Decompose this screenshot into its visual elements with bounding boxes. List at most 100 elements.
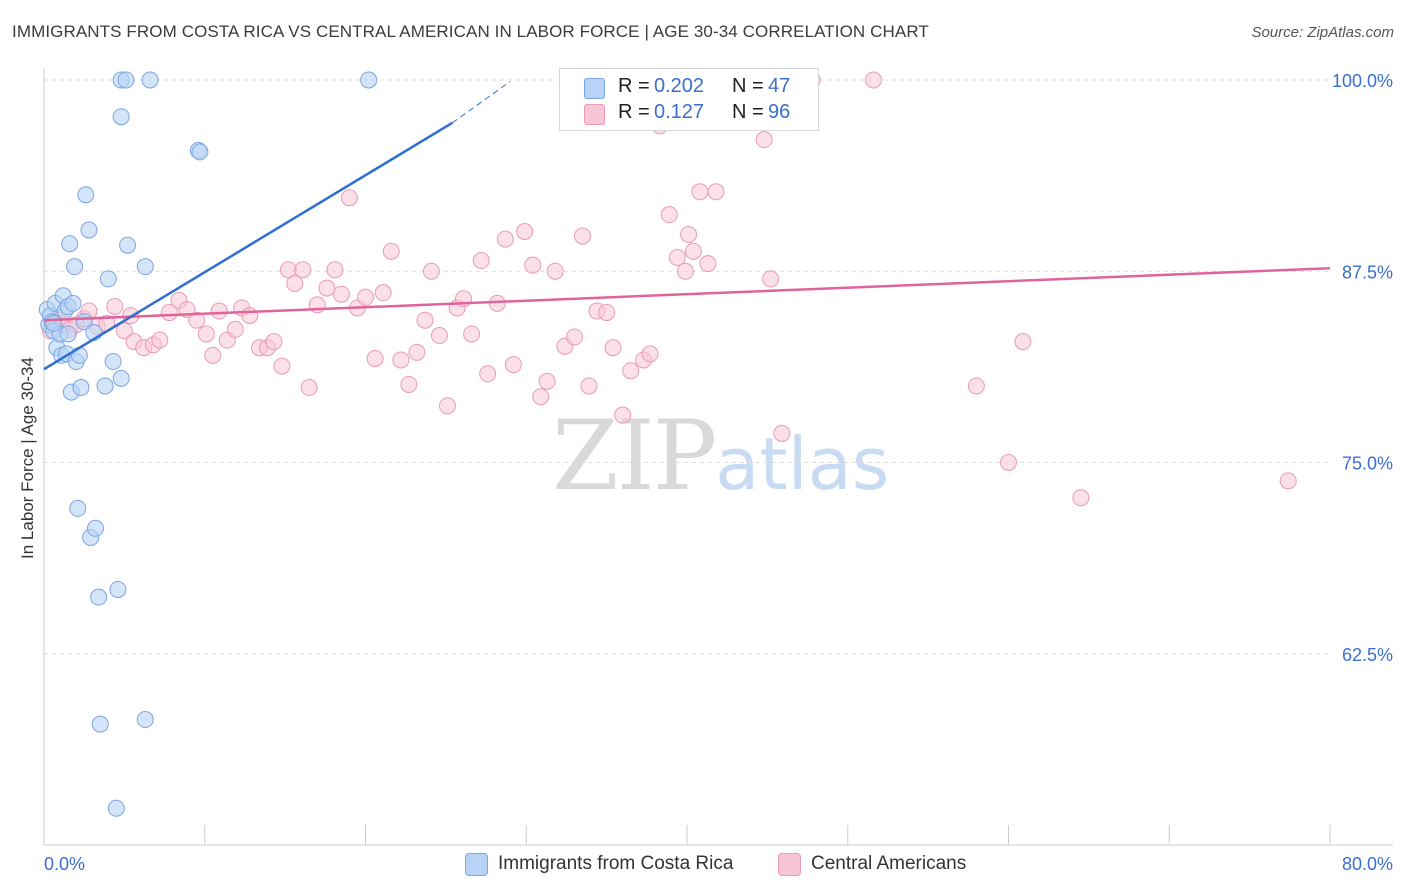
legend-r-value: 0.202	[654, 75, 705, 97]
data-point-costa-rica	[191, 143, 209, 161]
data-point-costa-rica	[360, 71, 378, 89]
data-point-central-americans	[318, 279, 336, 297]
y-tick-label: 62.5%	[1342, 645, 1393, 665]
data-point-central-americans	[326, 261, 344, 279]
data-point-central-americans	[538, 372, 556, 390]
data-point-central-americans	[707, 183, 725, 201]
data-point-central-americans	[699, 255, 717, 273]
data-point-central-americans	[755, 131, 773, 149]
data-point-central-americans	[496, 230, 514, 248]
legend-n-label: N =	[732, 75, 764, 97]
data-point-central-americans	[151, 331, 169, 349]
trend-lines	[43, 81, 1331, 371]
data-point-central-americans	[604, 339, 622, 357]
data-point-costa-rica	[45, 314, 63, 332]
data-point-central-americans	[574, 227, 592, 245]
data-point-central-americans	[408, 343, 426, 361]
legend-n-value: 47	[768, 75, 791, 97]
legend-swatch-central-americans	[584, 104, 605, 125]
watermark-zip: ZIP	[552, 400, 717, 512]
data-point-central-americans	[366, 349, 384, 367]
data-point-costa-rica	[136, 258, 154, 276]
legend-r-label: R =	[618, 75, 650, 97]
data-point-central-americans	[598, 304, 616, 322]
data-point-central-americans	[115, 322, 133, 340]
data-point-central-americans	[762, 270, 780, 288]
data-point-central-americans	[641, 345, 659, 363]
data-point-central-americans	[340, 189, 358, 207]
data-point-costa-rica	[141, 71, 159, 89]
data-point-central-americans	[1000, 454, 1017, 471]
data-point-costa-rica	[90, 588, 108, 606]
data-points	[38, 71, 1297, 817]
data-point-central-americans	[1279, 472, 1297, 490]
data-point-central-americans	[332, 285, 350, 303]
data-point-central-americans	[1072, 489, 1090, 507]
data-point-central-americans	[286, 274, 304, 292]
legend-r-label: R =	[618, 101, 650, 123]
data-point-central-americans	[400, 375, 418, 393]
data-point-central-americans	[691, 183, 709, 201]
data-point-central-americans	[773, 424, 791, 442]
y-axis-label: In Labor Force | Age 30-34	[18, 357, 37, 559]
data-point-costa-rica	[91, 715, 109, 733]
data-point-central-americans	[479, 365, 497, 383]
data-point-costa-rica	[61, 235, 79, 253]
data-point-costa-rica	[77, 186, 95, 204]
data-point-costa-rica	[104, 353, 122, 371]
data-point-central-americans	[210, 302, 228, 320]
data-point-central-americans	[241, 307, 259, 325]
data-point-costa-rica	[59, 325, 77, 343]
data-point-central-americans	[622, 362, 640, 380]
data-point-central-americans	[438, 397, 456, 415]
source-label: Source: ZipAtlas.com	[1251, 24, 1394, 41]
y-tick-label: 100.0%	[1332, 71, 1393, 91]
data-point-costa-rica	[66, 258, 84, 276]
data-point-central-americans	[614, 406, 632, 424]
data-point-central-americans	[430, 327, 448, 345]
data-point-central-americans	[265, 333, 283, 351]
data-point-central-americans	[392, 351, 410, 369]
legend-swatch-costa-rica	[584, 78, 605, 99]
data-point-central-americans	[680, 226, 698, 244]
watermark-atlas: atlas	[715, 422, 890, 506]
data-point-central-americans	[374, 284, 392, 302]
data-point-central-americans	[160, 304, 178, 322]
axes	[43, 68, 1393, 846]
legend-n-value: 96	[768, 101, 791, 123]
data-point-central-americans	[204, 346, 222, 364]
data-point-central-americans	[197, 325, 215, 343]
data-point-central-americans	[106, 297, 124, 315]
data-point-central-americans	[967, 377, 985, 395]
data-point-central-americans	[864, 71, 882, 89]
bottom-legend-label: Immigrants from Costa Rica	[498, 853, 734, 874]
bottom-legend-swatch-central-americans	[778, 853, 801, 876]
grid-lines	[44, 79, 1330, 655]
data-point-central-americans	[668, 248, 686, 266]
stats-legend: R = 0.202 N = 47 R = 0.127 N = 96	[559, 68, 819, 131]
data-point-central-americans	[488, 294, 506, 312]
data-point-costa-rica	[112, 108, 130, 126]
legend-r-value: 0.127	[654, 101, 705, 123]
data-point-central-americans	[422, 262, 440, 280]
data-point-costa-rica	[112, 369, 130, 387]
data-point-central-americans	[504, 356, 522, 374]
data-point-costa-rica	[72, 379, 90, 397]
x-tick-label: 80.0%	[1342, 854, 1393, 874]
data-point-central-americans	[294, 261, 312, 279]
bottom-legend-swatch-costa-rica	[465, 853, 488, 876]
data-point-central-americans	[463, 325, 481, 343]
trend-line-costa-rica	[43, 121, 453, 371]
legend-n-label: N =	[732, 101, 764, 123]
data-point-costa-rica	[117, 71, 135, 89]
data-point-costa-rica	[69, 499, 87, 517]
data-point-costa-rica	[107, 799, 125, 817]
data-point-central-americans	[524, 256, 542, 274]
data-point-central-americans	[1014, 333, 1032, 351]
data-point-central-americans	[472, 252, 490, 270]
y-tick-label: 75.0%	[1342, 454, 1393, 474]
x-tick-label: 0.0%	[44, 854, 85, 874]
data-point-costa-rica	[80, 221, 98, 239]
data-point-central-americans	[676, 262, 694, 280]
